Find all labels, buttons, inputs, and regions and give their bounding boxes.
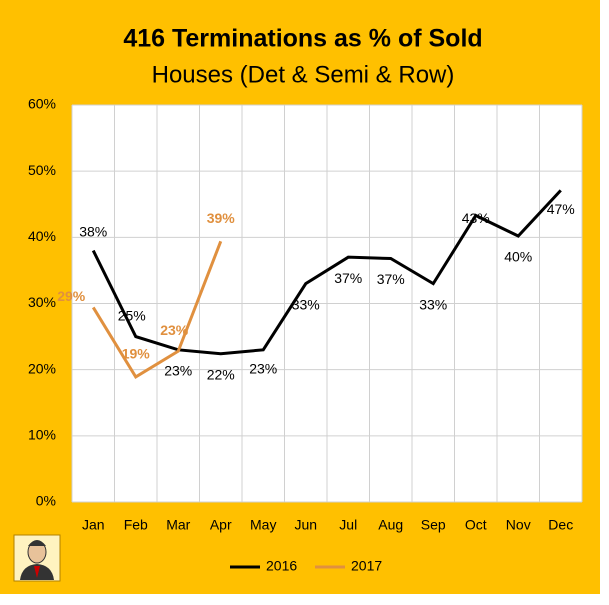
data-label: 38% (79, 223, 107, 239)
x-tick-label: Jul (339, 517, 357, 533)
y-tick-label: 40% (28, 228, 56, 244)
data-label: 33% (419, 296, 447, 312)
x-tick-label: Nov (506, 517, 531, 533)
data-label: 29% (57, 288, 86, 304)
legend-label: 2016 (266, 558, 297, 574)
y-tick-label: 10% (28, 427, 56, 443)
x-tick-label: May (250, 517, 276, 533)
y-tick-label: 0% (36, 493, 56, 509)
series-line (91, 189, 562, 356)
data-label: 19% (122, 346, 151, 362)
data-label: 25% (118, 307, 146, 323)
data-label: 23% (164, 363, 192, 379)
y-tick-label: 60% (28, 96, 56, 112)
data-label: 22% (207, 366, 235, 382)
x-tick-label: Sep (421, 517, 446, 533)
data-label: 37% (334, 270, 362, 286)
y-tick-label: 50% (28, 162, 56, 178)
data-label: 23% (160, 322, 189, 338)
chart-title: 416 Terminations as % of Sold (123, 25, 482, 53)
x-tick-label: Mar (166, 517, 190, 533)
y-tick-label: 30% (28, 294, 56, 310)
data-label: 47% (547, 201, 575, 217)
x-tick-label: Dec (548, 517, 573, 533)
x-tick-label: Oct (465, 517, 487, 533)
data-label: 40% (504, 249, 532, 265)
x-tick-label: Jan (82, 517, 105, 533)
x-tick-label: Jun (294, 517, 317, 533)
x-tick-label: Apr (210, 517, 232, 533)
data-label: 37% (377, 271, 405, 287)
series-line (91, 240, 223, 380)
x-tick-label: Aug (378, 517, 403, 533)
portrait-icon (13, 534, 61, 582)
legend-label: 2017 (351, 558, 382, 574)
data-label: 33% (292, 296, 320, 312)
data-label: 23% (249, 361, 277, 377)
chart-subtitle: Houses (Det & Semi & Row) (152, 61, 455, 88)
x-tick-label: Feb (124, 517, 148, 533)
y-tick-label: 20% (28, 360, 56, 376)
data-label: 43% (462, 210, 490, 226)
data-label: 39% (207, 210, 236, 226)
